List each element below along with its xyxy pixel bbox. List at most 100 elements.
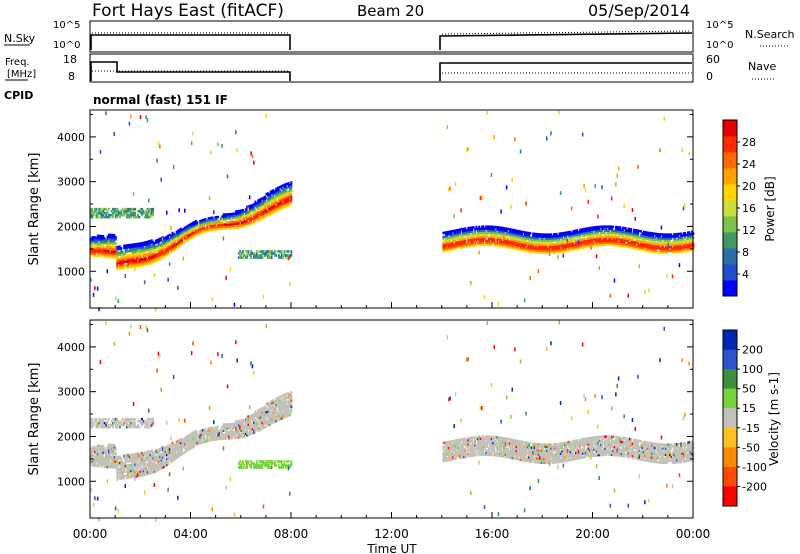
power-cell (124, 254, 127, 258)
power-cell (645, 245, 648, 248)
velocity-cell (171, 451, 174, 455)
power-cell (145, 211, 148, 215)
velocity-noise-cell (177, 495, 179, 500)
power-cell (497, 232, 500, 235)
power-cell (171, 241, 174, 245)
power-cell (102, 249, 105, 252)
power-cell (666, 251, 669, 255)
velocity-cell (120, 471, 123, 474)
velocity-cell (150, 423, 153, 427)
power-cell (450, 236, 453, 239)
power-cell (232, 224, 235, 228)
power-cell (641, 238, 644, 242)
colorbar-swatch (723, 152, 737, 169)
power-cell (547, 239, 550, 242)
power-cell (604, 243, 606, 247)
power-cell (146, 215, 149, 219)
power-cell (675, 239, 678, 242)
power-cell (580, 242, 583, 246)
power-cell (135, 249, 138, 252)
power-cell (646, 231, 649, 235)
power-noise-cell (148, 198, 150, 203)
power-cell (125, 260, 128, 263)
velocity-cell (117, 419, 120, 423)
power-cell (232, 214, 235, 218)
power-cell (497, 228, 500, 231)
power-cell (134, 255, 137, 258)
power-cell (486, 229, 489, 232)
power-cell (457, 242, 460, 246)
velocity-cell (272, 401, 275, 404)
power-cell (101, 215, 103, 219)
power-cell (160, 244, 163, 248)
power-cell (94, 242, 96, 245)
power-cell (257, 201, 260, 204)
power-cell (608, 235, 611, 239)
power-cell (674, 241, 677, 244)
power-cell (620, 244, 623, 248)
power-cell (541, 235, 544, 238)
velocity-cell (167, 460, 170, 464)
velocity-cell (264, 405, 266, 409)
power-cell (214, 218, 217, 221)
velocity-cell (229, 433, 232, 436)
velocity-cell (137, 419, 139, 423)
power-cell (148, 256, 150, 259)
power-cell (132, 265, 135, 269)
velocity-cell (228, 425, 231, 428)
power-cell (250, 206, 253, 209)
colorbar-tick-label: 28 (742, 136, 756, 149)
power-cell (483, 231, 486, 234)
power-cell (587, 231, 590, 234)
velocity-cell (132, 417, 135, 421)
velocity-noise-cell (166, 420, 168, 425)
power-cell (457, 228, 460, 232)
power-cell (157, 246, 160, 249)
power-cell (443, 241, 446, 245)
velocity-cell (159, 463, 161, 467)
power-cell (225, 219, 228, 222)
power-cell (123, 260, 126, 264)
power-noise-cell (98, 307, 100, 312)
power-cell (591, 244, 594, 248)
velocity-noise-cell (99, 359, 102, 364)
velocity-cell (260, 466, 262, 469)
power-cell (233, 224, 236, 228)
velocity-noise-cell (213, 420, 215, 425)
velocity-cell (219, 427, 222, 431)
velocity-cell (257, 413, 260, 416)
velocity-cell (105, 449, 108, 452)
power-cell (152, 252, 155, 256)
power-cell (237, 226, 240, 229)
velocity-cell (159, 467, 161, 471)
power-cell (541, 245, 544, 248)
power-cell (195, 232, 197, 235)
velocity-cell (192, 435, 195, 439)
velocity-cell (164, 448, 167, 451)
power-cell (150, 241, 153, 244)
power-cell (619, 244, 622, 247)
power-noise-cell (134, 267, 136, 272)
velocity-cell (159, 461, 161, 465)
velocity-cell (228, 433, 231, 436)
velocity-cell (112, 417, 114, 421)
power-cell (584, 243, 587, 247)
power-cell (279, 205, 282, 209)
power-cell (642, 238, 645, 242)
power-cell (460, 242, 463, 245)
velocity-cell (105, 457, 108, 461)
velocity-cell (197, 438, 200, 442)
power-cell (554, 243, 557, 246)
power-cell (609, 227, 612, 230)
power-cell (646, 241, 649, 245)
power-cell (559, 236, 562, 239)
power-cell (145, 253, 148, 256)
power-cell (117, 257, 120, 261)
velocity-cell (101, 457, 103, 460)
power-cell (279, 195, 282, 199)
power-cell (91, 238, 94, 241)
power-cell (116, 260, 119, 263)
power-cell (688, 247, 691, 250)
velocity-cell (128, 470, 131, 473)
power-cell (189, 225, 192, 228)
